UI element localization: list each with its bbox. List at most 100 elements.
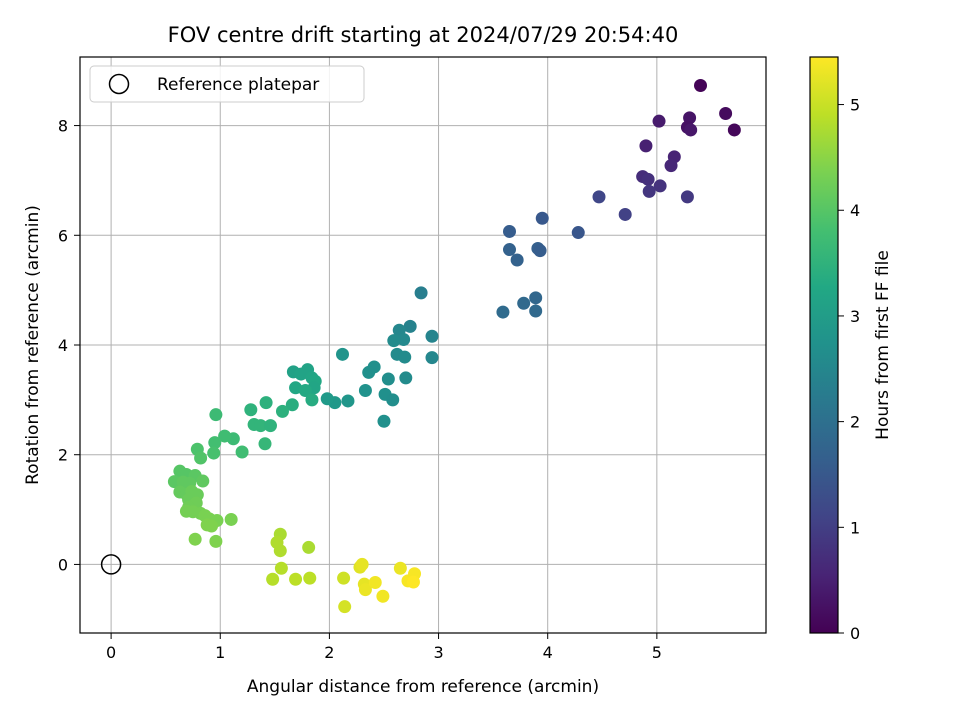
data-point bbox=[207, 446, 221, 460]
chart-title: FOV centre drift starting at 2024/07/29 … bbox=[168, 23, 679, 47]
data-point bbox=[618, 207, 632, 221]
data-point bbox=[414, 286, 428, 300]
data-point bbox=[381, 372, 395, 386]
data-point bbox=[205, 519, 219, 533]
colorbar-gradient bbox=[809, 56, 839, 634]
data-point bbox=[194, 451, 208, 465]
data-point bbox=[496, 305, 510, 319]
data-point bbox=[376, 589, 390, 603]
data-point bbox=[387, 334, 401, 348]
data-point bbox=[320, 392, 334, 406]
legend: Reference platepar bbox=[89, 65, 365, 103]
data-point bbox=[196, 474, 210, 488]
colorbar-tick-label: 0 bbox=[850, 624, 860, 643]
colorbar: 0 1 2 3 4 5 Hours from first FF file bbox=[809, 56, 893, 643]
data-point bbox=[209, 534, 223, 548]
data-point bbox=[680, 190, 694, 204]
data-point bbox=[641, 172, 655, 186]
legend-marker-icon bbox=[108, 73, 130, 95]
data-point bbox=[263, 419, 277, 433]
data-point bbox=[337, 571, 351, 585]
x-tick-label: 2 bbox=[324, 643, 334, 662]
colorbar-tick-label: 1 bbox=[850, 518, 860, 537]
data-point bbox=[303, 571, 317, 585]
data-point bbox=[275, 404, 289, 418]
data-point bbox=[403, 319, 417, 333]
x-axis-label: Angular distance from reference (arcmin) bbox=[247, 677, 599, 697]
data-point bbox=[397, 333, 411, 347]
colorbar-tick-label: 2 bbox=[850, 413, 860, 432]
data-point bbox=[571, 226, 585, 240]
data-point bbox=[425, 351, 439, 365]
data-point bbox=[503, 243, 517, 257]
data-point bbox=[305, 393, 319, 407]
colorbar-ticks: 0 1 2 3 4 5 bbox=[838, 96, 860, 643]
grid-lines bbox=[80, 57, 766, 633]
y-tick-label: 4 bbox=[58, 336, 68, 355]
legend-box bbox=[89, 65, 365, 103]
data-point bbox=[208, 436, 222, 450]
data-point bbox=[639, 139, 653, 153]
colorbar-tick-label: 4 bbox=[850, 201, 860, 220]
x-tick-label: 1 bbox=[215, 643, 225, 662]
data-point bbox=[727, 123, 741, 137]
data-point bbox=[517, 296, 531, 310]
data-point bbox=[259, 396, 273, 410]
data-point bbox=[273, 544, 287, 558]
data-point bbox=[336, 347, 350, 361]
data-point bbox=[529, 304, 543, 318]
data-point bbox=[274, 561, 288, 575]
x-tick-label: 3 bbox=[433, 643, 443, 662]
data-point bbox=[393, 561, 407, 575]
data-point bbox=[355, 557, 369, 571]
data-point bbox=[266, 572, 280, 586]
colorbar-label: Hours from first FF file bbox=[873, 250, 893, 440]
data-point bbox=[218, 429, 232, 443]
colorbar-tick-label: 5 bbox=[850, 96, 860, 115]
data-point bbox=[294, 367, 308, 381]
data-point bbox=[377, 414, 391, 428]
data-point bbox=[358, 384, 372, 398]
data-point bbox=[533, 244, 547, 258]
data-point bbox=[289, 572, 303, 586]
y-tick-label: 8 bbox=[58, 117, 68, 136]
data-point bbox=[235, 445, 249, 459]
data-point bbox=[258, 437, 272, 451]
data-point bbox=[529, 291, 543, 305]
data-point bbox=[338, 600, 352, 614]
data-point bbox=[209, 408, 223, 422]
data-point bbox=[358, 583, 372, 597]
data-point bbox=[224, 512, 238, 526]
y-tick-label: 0 bbox=[58, 555, 68, 574]
y-axis-ticks: 0 2 4 6 8 bbox=[58, 117, 80, 574]
data-point bbox=[425, 329, 439, 343]
data-point bbox=[652, 114, 666, 128]
data-point bbox=[362, 365, 376, 379]
x-tick-label: 0 bbox=[106, 643, 116, 662]
data-point bbox=[302, 540, 316, 554]
x-axis-ticks: 0 1 2 3 4 5 bbox=[106, 633, 662, 662]
data-point bbox=[398, 350, 412, 364]
data-points bbox=[167, 79, 741, 614]
x-tick-label: 4 bbox=[543, 643, 553, 662]
data-point bbox=[244, 403, 258, 417]
data-point bbox=[289, 381, 303, 395]
data-point bbox=[719, 107, 733, 121]
x-tick-label: 5 bbox=[652, 643, 662, 662]
colorbar-tick-label: 3 bbox=[850, 307, 860, 326]
data-point bbox=[386, 393, 400, 407]
y-tick-label: 6 bbox=[58, 226, 68, 245]
data-point bbox=[664, 159, 678, 173]
data-point bbox=[642, 184, 656, 198]
data-point bbox=[406, 575, 420, 589]
data-point bbox=[535, 211, 549, 225]
reference-platepar-marker bbox=[100, 554, 122, 575]
y-axis-label: Rotation from reference (arcmin) bbox=[23, 205, 43, 485]
data-point bbox=[592, 190, 606, 204]
data-point bbox=[399, 371, 413, 385]
legend-entry-reference-platepar: Reference platepar bbox=[157, 75, 319, 95]
data-point bbox=[510, 253, 524, 267]
data-point bbox=[341, 394, 355, 408]
y-tick-label: 2 bbox=[58, 446, 68, 465]
